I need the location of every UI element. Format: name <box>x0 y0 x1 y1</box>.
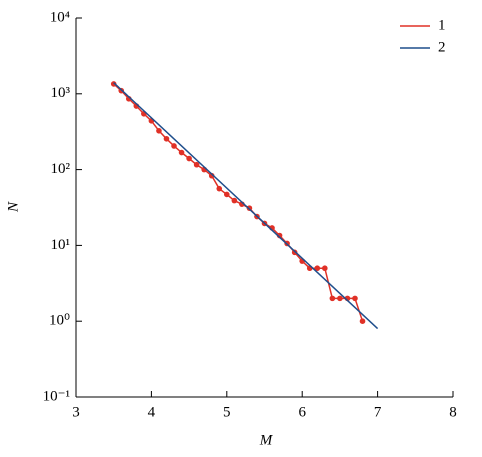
x-tick-label: 4 <box>148 404 156 420</box>
legend-label: 1 <box>438 17 446 33</box>
y-axis-label: N <box>5 201 21 213</box>
point <box>110 81 117 87</box>
x-tick-label: 6 <box>298 404 306 420</box>
y-tick-label: 10³ <box>51 85 71 101</box>
point <box>322 265 328 272</box>
y-tick-label: 10² <box>51 161 71 177</box>
y-tick-label: 10⁰ <box>49 313 70 329</box>
point <box>186 155 192 162</box>
point <box>216 185 223 192</box>
point <box>178 149 185 156</box>
point <box>193 161 200 168</box>
legend-label: 2 <box>438 39 446 55</box>
y-tick-label: 10⁻¹ <box>43 388 70 404</box>
point <box>224 191 230 198</box>
point <box>163 135 170 142</box>
point <box>352 295 358 302</box>
x-axis-label: M <box>259 432 274 448</box>
point <box>359 318 366 325</box>
point <box>314 265 321 272</box>
x-tick-label: 7 <box>374 404 382 420</box>
point <box>171 143 177 149</box>
x-tick-label: 3 <box>72 404 80 420</box>
point <box>329 295 336 302</box>
y-tick-label: 10¹ <box>51 237 71 253</box>
series-line <box>113 83 364 322</box>
point <box>231 197 238 204</box>
x-tick-label: 8 <box>449 404 457 420</box>
series-line <box>113 82 379 330</box>
y-tick-label: 10⁴ <box>50 9 70 25</box>
point <box>156 127 162 134</box>
x-tick-label: 5 <box>223 404 231 420</box>
point <box>337 295 343 302</box>
